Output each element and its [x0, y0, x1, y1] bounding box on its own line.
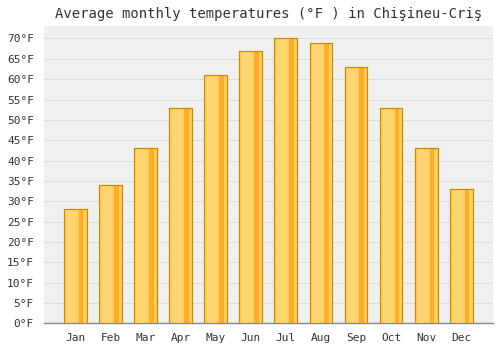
Bar	[310, 43, 332, 323]
Bar	[240, 51, 262, 323]
Bar	[464, 189, 469, 323]
Bar	[207, 75, 218, 323]
Bar	[415, 148, 438, 323]
Bar	[418, 148, 428, 323]
Bar	[67, 209, 77, 323]
Bar	[274, 38, 297, 323]
Bar	[242, 51, 252, 323]
Bar	[394, 108, 399, 323]
Bar	[415, 148, 438, 323]
Bar	[274, 38, 297, 323]
Bar	[149, 148, 154, 323]
Bar	[290, 38, 294, 323]
Bar	[380, 108, 402, 323]
Bar	[134, 148, 157, 323]
Bar	[204, 75, 227, 323]
Bar	[278, 38, 287, 323]
Bar	[170, 108, 192, 323]
Bar	[310, 43, 332, 323]
Bar	[184, 108, 188, 323]
Bar	[344, 67, 368, 323]
Bar	[450, 189, 472, 323]
Bar	[219, 75, 224, 323]
Bar	[344, 67, 368, 323]
Bar	[254, 51, 259, 323]
Bar	[99, 185, 122, 323]
Bar	[64, 209, 87, 323]
Bar	[450, 189, 472, 323]
Bar	[172, 108, 182, 323]
Bar	[360, 67, 364, 323]
Bar	[430, 148, 434, 323]
Bar	[348, 67, 358, 323]
Bar	[382, 108, 393, 323]
Bar	[170, 108, 192, 323]
Bar	[452, 189, 463, 323]
Bar	[99, 185, 122, 323]
Bar	[204, 75, 227, 323]
Bar	[102, 185, 113, 323]
Title: Average monthly temperatures (°F ) in Chişineu-Criş: Average monthly temperatures (°F ) in Ch…	[55, 7, 482, 21]
Bar	[380, 108, 402, 323]
Bar	[64, 209, 87, 323]
Bar	[114, 185, 118, 323]
Bar	[240, 51, 262, 323]
Bar	[324, 43, 329, 323]
Bar	[137, 148, 147, 323]
Bar	[312, 43, 322, 323]
Bar	[134, 148, 157, 323]
Bar	[79, 209, 84, 323]
